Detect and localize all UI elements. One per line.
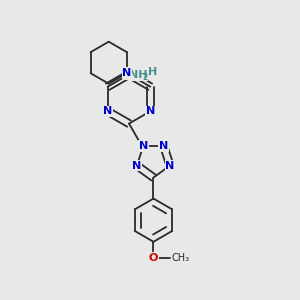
Text: N: N xyxy=(139,141,148,151)
Text: 2: 2 xyxy=(143,73,148,82)
Text: N: N xyxy=(124,69,134,80)
Text: N: N xyxy=(165,160,175,170)
Text: N: N xyxy=(122,68,131,78)
Text: N: N xyxy=(132,160,142,170)
Text: O: O xyxy=(149,253,158,263)
Text: NH: NH xyxy=(129,70,147,80)
Text: CH₃: CH₃ xyxy=(172,253,190,263)
Text: N: N xyxy=(159,141,168,151)
Text: N: N xyxy=(146,106,155,116)
Text: H: H xyxy=(148,67,157,77)
Text: N: N xyxy=(103,106,112,116)
